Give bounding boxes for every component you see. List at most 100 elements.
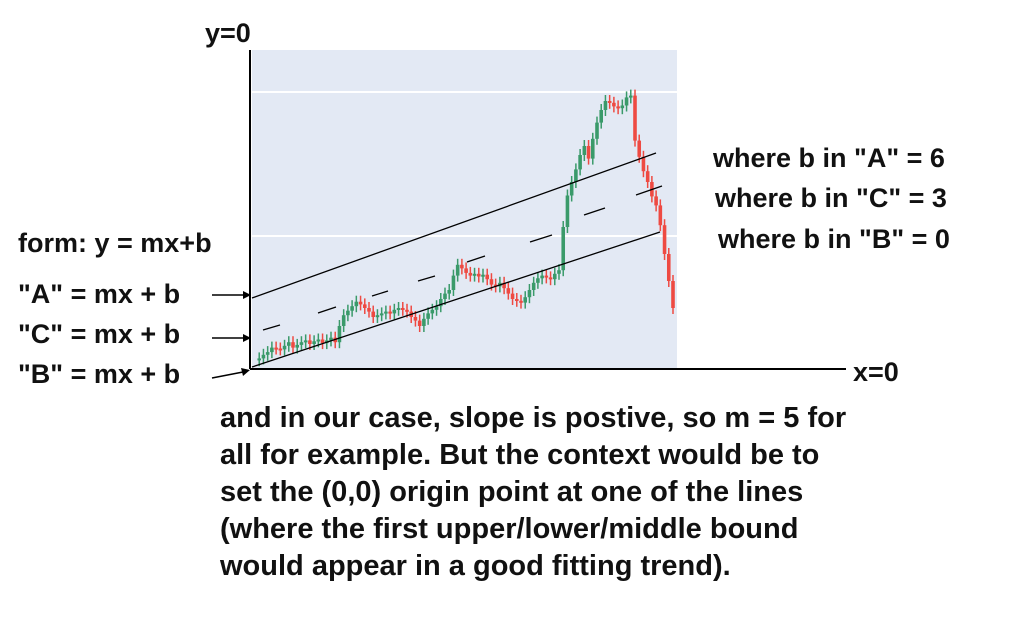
candle-down (468, 272, 473, 276)
arrow-line-b (211, 368, 250, 379)
candle-up (337, 326, 342, 343)
candle-down (633, 95, 637, 141)
candle-down (400, 308, 405, 310)
trendline-a (251, 152, 657, 299)
candle-down (405, 309, 409, 312)
candle-down (616, 106, 620, 109)
explanation-line: and in our case, slope is postive, so m … (220, 402, 847, 434)
candle-down (493, 284, 498, 287)
candle-down (607, 101, 612, 103)
candle-up (316, 339, 321, 342)
candle-down (662, 225, 667, 254)
candle-up (426, 313, 430, 319)
candle-down (519, 300, 523, 303)
candle-up (329, 337, 333, 341)
candle-up (603, 101, 608, 110)
candle-down (371, 311, 376, 317)
explanation-line: all for example. But the context would b… (220, 439, 820, 471)
line-c-label: "C" = mx + b (18, 319, 180, 349)
b-value-a-label: where b in "A" = 6 (712, 143, 945, 173)
candle-up (295, 344, 300, 348)
candle-down (278, 348, 283, 351)
trendline-c-dash (371, 290, 389, 297)
arrow-line-c (212, 334, 251, 342)
candle-up (624, 97, 629, 106)
candle-up (384, 311, 388, 314)
candle-down (362, 304, 367, 308)
candle-up (565, 195, 570, 227)
candle-down (308, 340, 312, 344)
candle-down (476, 273, 481, 277)
candle-up (422, 318, 426, 326)
candle-down (489, 279, 494, 285)
candle-up (312, 341, 316, 344)
explanation-line: set the (0,0) origin point at one of the… (220, 476, 804, 508)
candle-up (620, 105, 625, 109)
candle-up (527, 290, 532, 298)
candle-up (557, 270, 561, 274)
candle-down (291, 342, 295, 348)
candle-up (341, 315, 346, 326)
candle-down (645, 171, 650, 182)
trendline-c (262, 185, 663, 331)
candle-up (434, 306, 439, 310)
y-axis-label: y=0 (205, 18, 251, 48)
candle-down (641, 156, 646, 172)
candle-down (502, 282, 506, 289)
candle-down (320, 339, 325, 344)
candle-up (536, 278, 540, 283)
candle-down (548, 277, 553, 280)
candle-down (671, 281, 675, 308)
candle-down (586, 146, 591, 159)
candle-up (265, 352, 270, 355)
trendline-c-dash (583, 207, 606, 216)
candle-down (637, 140, 642, 157)
candle-down (510, 293, 515, 299)
candle-up (628, 95, 633, 98)
form-label: form: y = mx+b (18, 228, 212, 258)
trendline-c-dash (417, 275, 436, 282)
candle-down (460, 264, 464, 269)
candle-down (666, 254, 671, 281)
x-axis-label: x=0 (853, 357, 899, 387)
candle-down (658, 205, 663, 226)
candle-up (447, 290, 452, 294)
candle-down (506, 288, 511, 294)
candle-up (346, 310, 350, 316)
candle-down (274, 347, 278, 350)
candle-down (413, 317, 418, 321)
candle-up (523, 297, 528, 303)
candle-up (481, 274, 485, 277)
explanation-text: and in our case, slope is postive, so m … (220, 400, 940, 585)
candle-down (464, 268, 468, 273)
candle-up (257, 358, 262, 361)
trendline-c-dash (635, 185, 663, 196)
candle-up (569, 182, 574, 196)
candle-up (455, 264, 460, 276)
trendline-c-dash (317, 306, 337, 314)
candle-up (552, 273, 557, 280)
candle-up (303, 340, 308, 343)
candle-up (599, 110, 604, 123)
candle-up (561, 227, 566, 271)
candle-up (438, 299, 443, 307)
candle-down (485, 274, 490, 280)
candle-up (299, 342, 304, 345)
candle-up (261, 354, 266, 359)
candle-up (350, 306, 354, 311)
candle-up (540, 275, 544, 279)
candle-up (574, 169, 578, 182)
candle-up (531, 282, 536, 290)
candle-down (544, 275, 549, 278)
arrow-line-a (212, 291, 251, 299)
candle-down (612, 102, 616, 107)
b-value-b-label: where b in "B" = 0 (717, 224, 950, 254)
line-a-label: "A" = mx + b (18, 279, 180, 309)
candle-up (286, 342, 291, 346)
explanation-line: (where the first upper/lower/middle boun… (220, 513, 799, 545)
candle-up (396, 308, 401, 310)
candle-up (451, 275, 456, 290)
candle-up (590, 138, 595, 159)
candle-up (582, 146, 587, 155)
